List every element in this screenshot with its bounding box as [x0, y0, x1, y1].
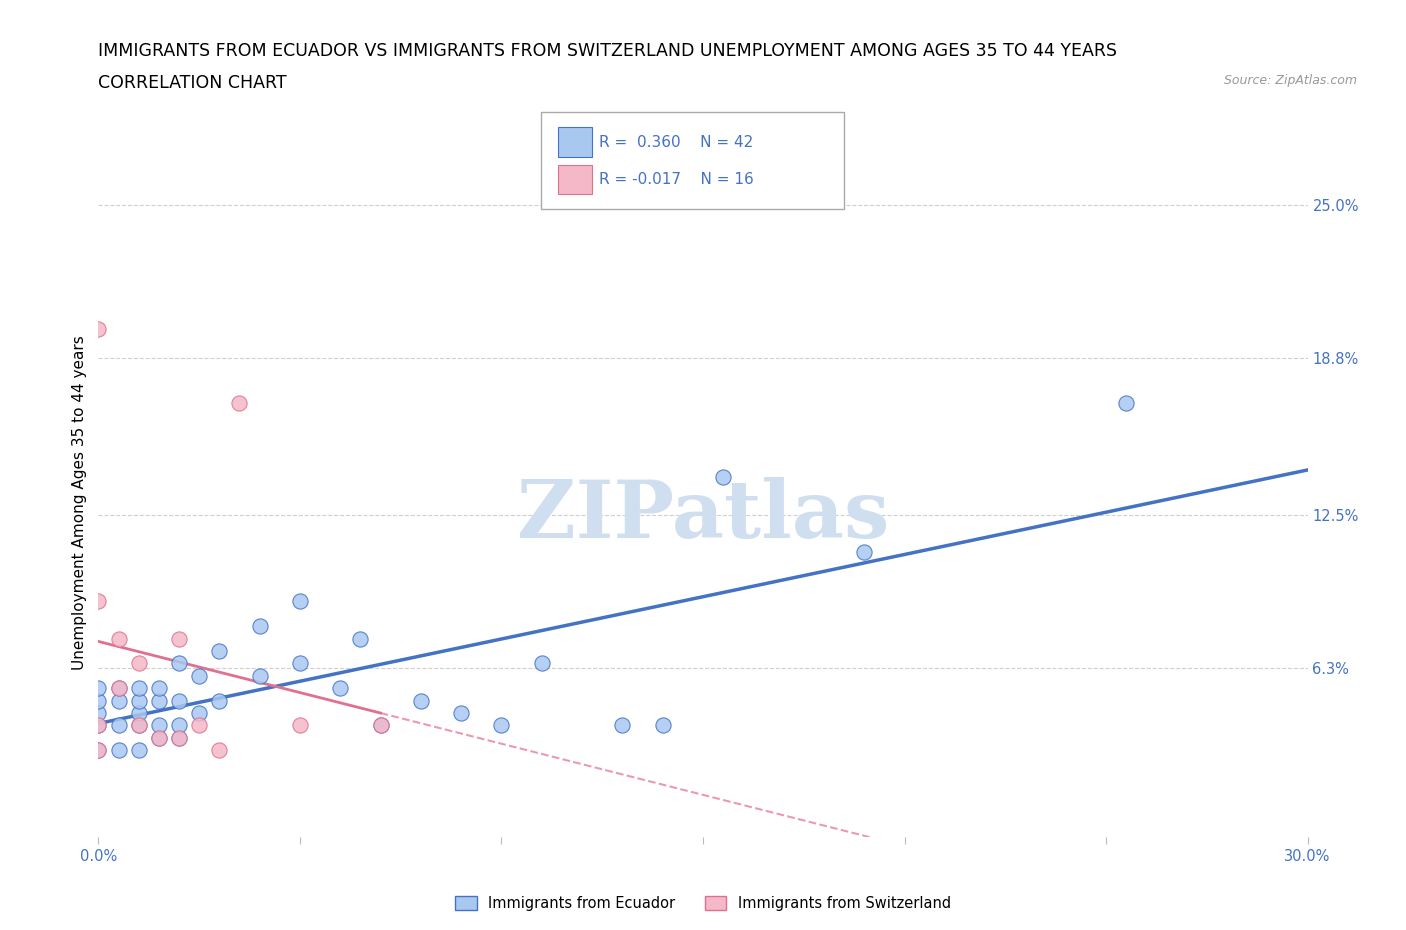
Point — [107, 693, 129, 708]
Point — [208, 743, 231, 758]
Point — [167, 730, 190, 745]
Point — [148, 693, 170, 708]
Point — [409, 693, 432, 708]
Point — [228, 395, 250, 410]
Point — [148, 730, 170, 745]
Point — [148, 681, 170, 696]
Point — [450, 706, 472, 721]
Point — [249, 618, 271, 633]
Point — [128, 656, 150, 671]
Point — [167, 693, 190, 708]
Point — [87, 743, 110, 758]
Point — [349, 631, 371, 646]
Point — [329, 681, 352, 696]
Point — [208, 693, 231, 708]
Point — [188, 669, 211, 684]
Point — [87, 743, 110, 758]
Point — [87, 718, 110, 733]
Text: CORRELATION CHART: CORRELATION CHART — [98, 74, 287, 92]
Point — [288, 718, 311, 733]
Point — [107, 681, 129, 696]
Point — [167, 718, 190, 733]
Point — [249, 669, 271, 684]
Legend: Immigrants from Ecuador, Immigrants from Switzerland: Immigrants from Ecuador, Immigrants from… — [449, 890, 957, 917]
Point — [188, 706, 211, 721]
Point — [651, 718, 673, 733]
Point — [1115, 395, 1137, 410]
Text: IMMIGRANTS FROM ECUADOR VS IMMIGRANTS FROM SWITZERLAND UNEMPLOYMENT AMONG AGES 3: IMMIGRANTS FROM ECUADOR VS IMMIGRANTS FR… — [98, 42, 1118, 60]
Point — [87, 706, 110, 721]
Point — [148, 718, 170, 733]
Point — [167, 656, 190, 671]
Point — [188, 718, 211, 733]
Point — [87, 693, 110, 708]
Text: R =  0.360    N = 42: R = 0.360 N = 42 — [599, 135, 754, 150]
Point — [107, 631, 129, 646]
Y-axis label: Unemployment Among Ages 35 to 44 years: Unemployment Among Ages 35 to 44 years — [72, 335, 87, 670]
Point — [107, 681, 129, 696]
Point — [853, 544, 876, 559]
Point — [167, 631, 190, 646]
Text: R = -0.017    N = 16: R = -0.017 N = 16 — [599, 172, 754, 187]
Point — [288, 656, 311, 671]
Point — [711, 470, 734, 485]
Point — [167, 730, 190, 745]
Point — [530, 656, 553, 671]
Point — [370, 718, 392, 733]
Point — [370, 718, 392, 733]
Point — [87, 718, 110, 733]
Point — [148, 730, 170, 745]
Point — [128, 743, 150, 758]
Point — [128, 718, 150, 733]
Point — [87, 321, 110, 336]
Point — [288, 594, 311, 609]
Text: ZIPatlas: ZIPatlas — [517, 476, 889, 554]
Text: Source: ZipAtlas.com: Source: ZipAtlas.com — [1223, 74, 1357, 87]
Point — [87, 594, 110, 609]
Point — [128, 681, 150, 696]
Point — [87, 681, 110, 696]
Point — [491, 718, 513, 733]
Point — [612, 718, 634, 733]
Point — [208, 644, 231, 658]
Point — [128, 706, 150, 721]
Point — [128, 718, 150, 733]
Point — [107, 718, 129, 733]
Point — [107, 743, 129, 758]
Point — [128, 693, 150, 708]
